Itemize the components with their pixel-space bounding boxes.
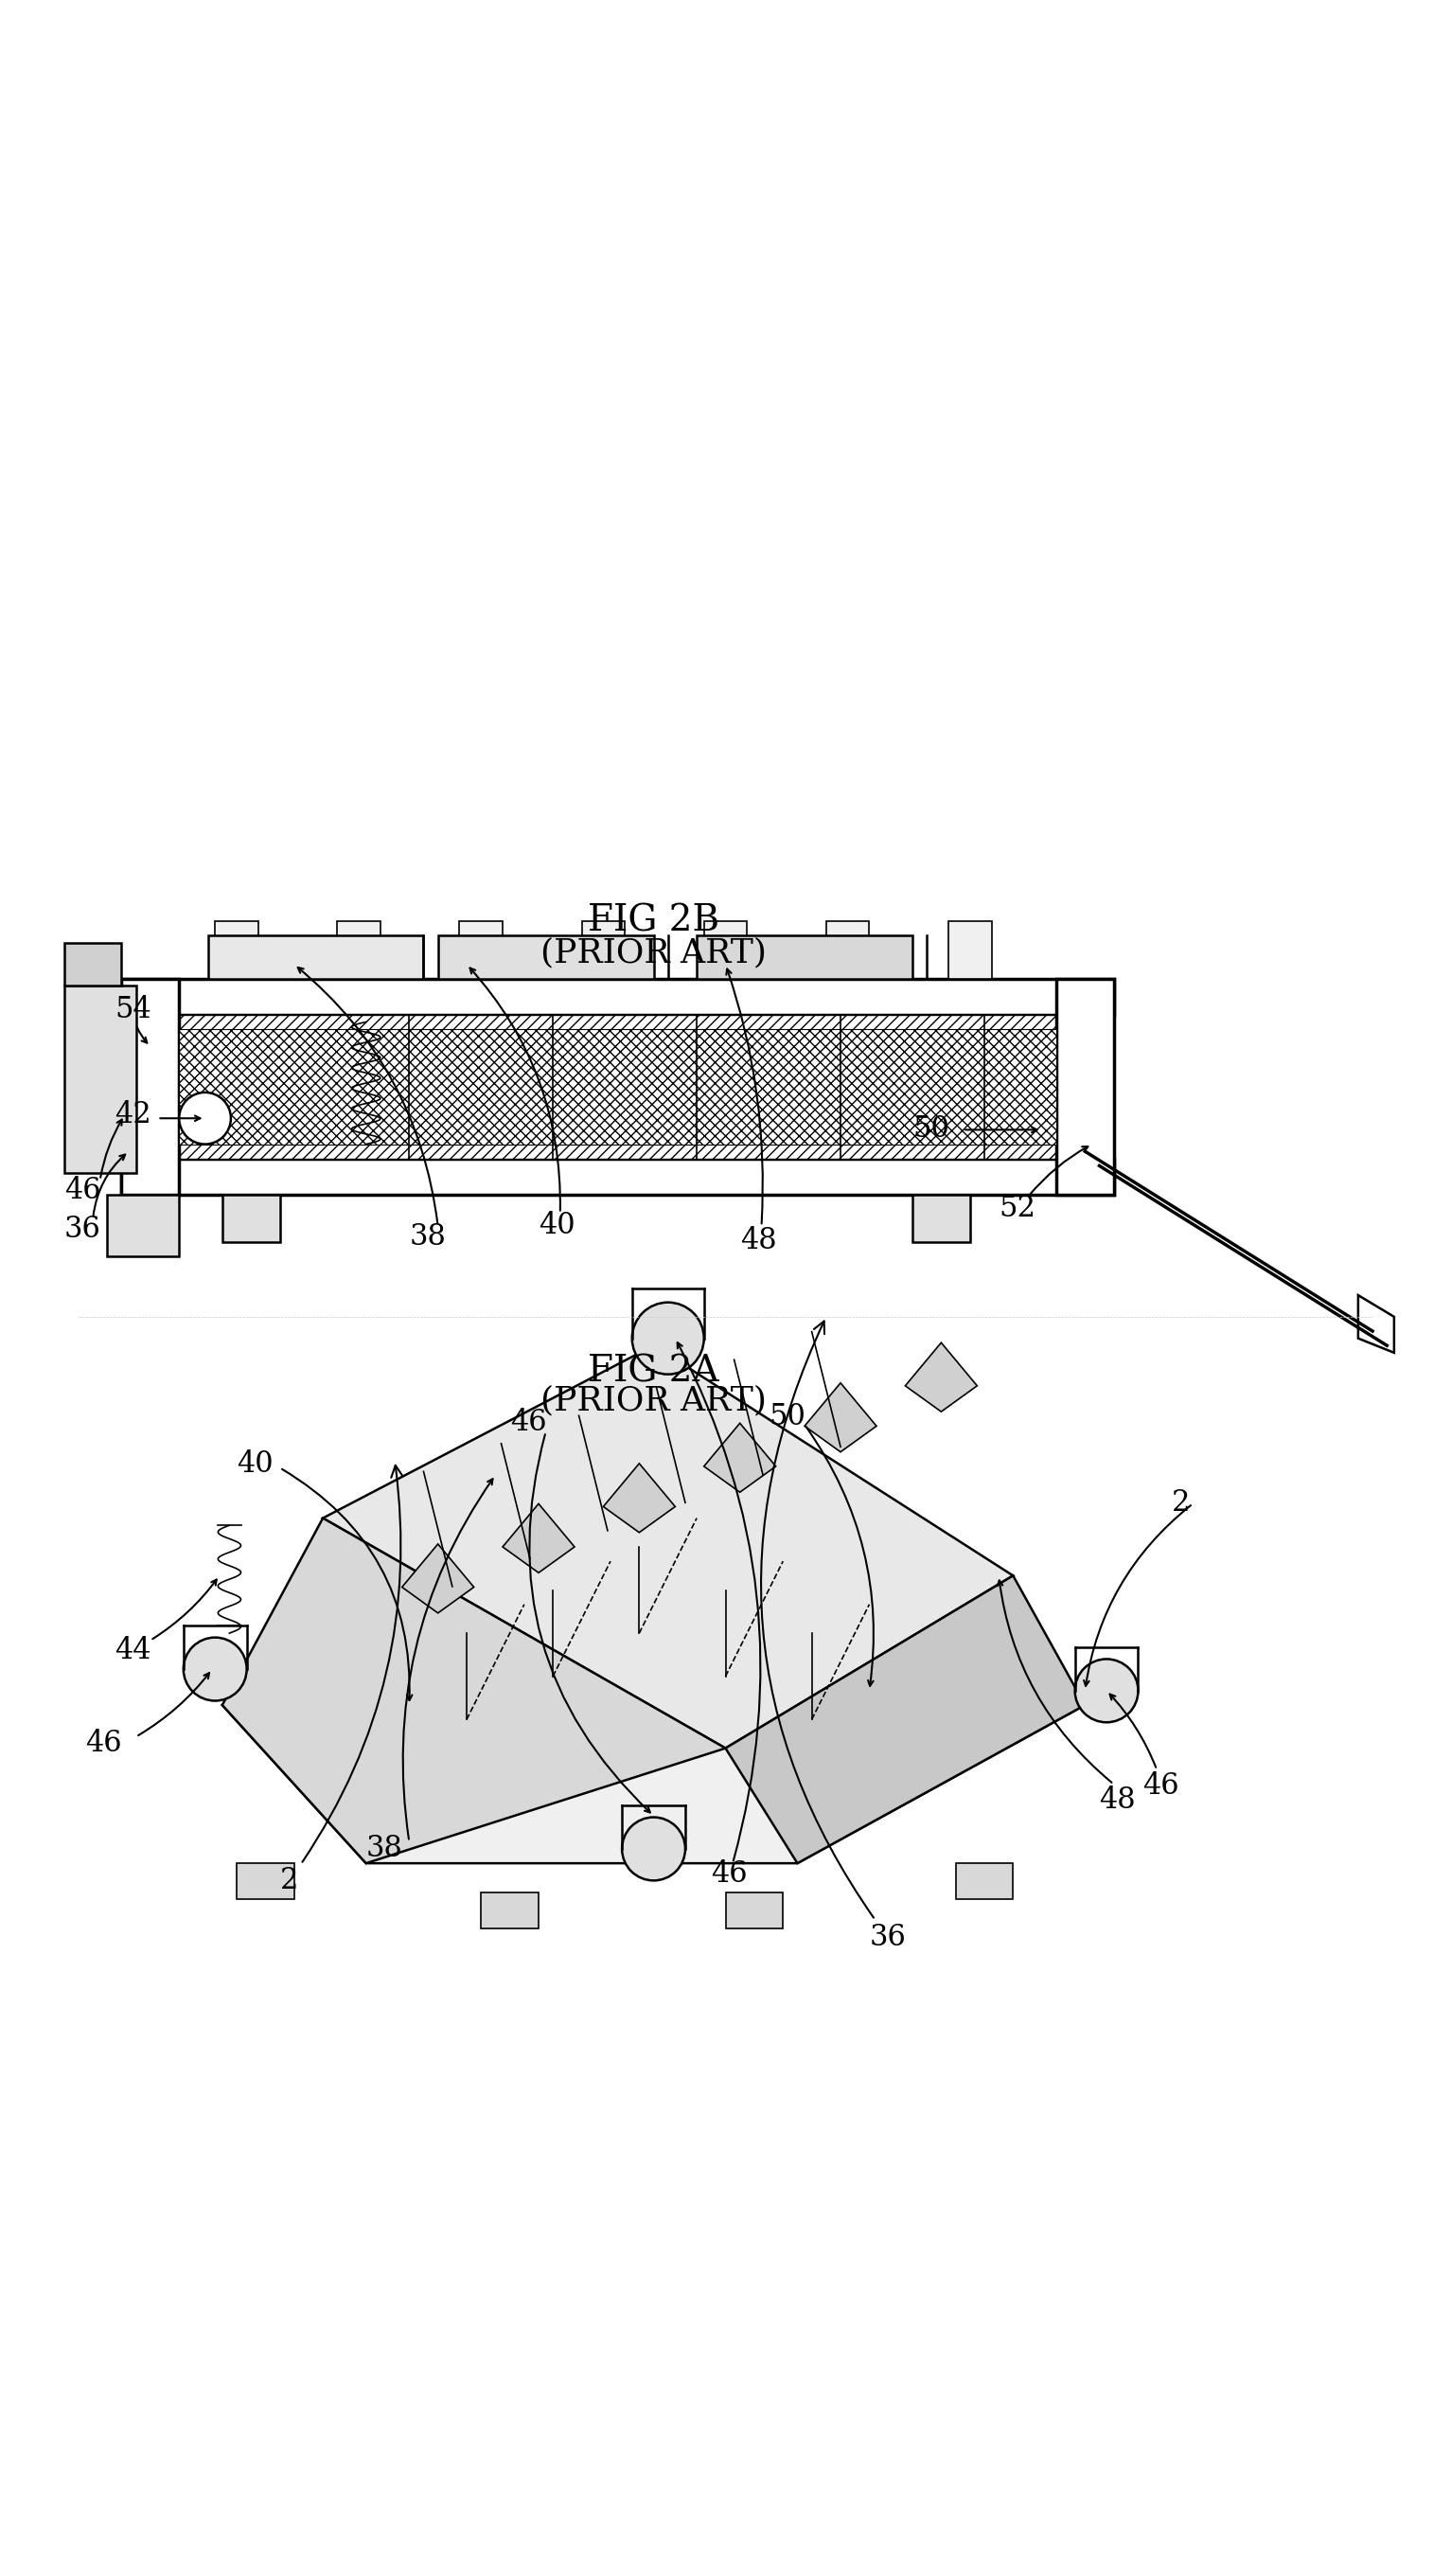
- Polygon shape: [222, 1517, 725, 1862]
- Bar: [337, 922, 380, 979]
- Text: 40: 40: [237, 1450, 273, 1479]
- Bar: [64, 987, 136, 1172]
- Text: FIG 2A: FIG 2A: [588, 1355, 720, 1388]
- Polygon shape: [222, 1432, 1085, 1862]
- Text: (PRIOR ART): (PRIOR ART): [541, 938, 766, 969]
- Bar: [64, 943, 122, 987]
- Polygon shape: [805, 1383, 876, 1453]
- Text: 36: 36: [64, 1216, 102, 1244]
- Text: (PRIOR ART): (PRIOR ART): [541, 1383, 766, 1417]
- Bar: [726, 1891, 784, 1927]
- Bar: [438, 935, 653, 979]
- Bar: [696, 935, 913, 979]
- Bar: [122, 979, 1114, 1015]
- Text: 46: 46: [509, 1406, 547, 1437]
- Polygon shape: [324, 1345, 1013, 1749]
- Polygon shape: [905, 1342, 977, 1412]
- Text: 48: 48: [740, 1226, 776, 1255]
- Bar: [582, 922, 625, 979]
- Text: 48: 48: [1100, 1785, 1136, 1816]
- Text: 44: 44: [115, 1636, 151, 1667]
- Polygon shape: [1358, 1296, 1394, 1352]
- Bar: [215, 922, 258, 979]
- Bar: [207, 935, 424, 979]
- Bar: [237, 1862, 295, 1899]
- Bar: [460, 922, 502, 979]
- Text: 40: 40: [538, 1211, 575, 1239]
- Bar: [122, 1159, 1114, 1195]
- Text: 46: 46: [1142, 1772, 1180, 1801]
- Circle shape: [622, 1816, 685, 1880]
- Circle shape: [1075, 1659, 1138, 1723]
- Bar: [913, 1195, 969, 1242]
- Text: 2: 2: [280, 1466, 403, 1896]
- Circle shape: [178, 1092, 231, 1144]
- Circle shape: [633, 1303, 704, 1373]
- Text: 38: 38: [366, 1834, 403, 1862]
- Bar: [956, 1862, 1013, 1899]
- Polygon shape: [402, 1543, 474, 1613]
- Bar: [482, 1891, 538, 1927]
- Bar: [704, 922, 747, 979]
- Bar: [122, 979, 178, 1195]
- Text: 54: 54: [115, 994, 151, 1025]
- Bar: [1056, 979, 1114, 1195]
- Bar: [949, 922, 991, 979]
- Polygon shape: [604, 1463, 675, 1533]
- Text: 46: 46: [86, 1728, 122, 1757]
- Text: 46: 46: [64, 1177, 100, 1206]
- Bar: [826, 922, 869, 979]
- Bar: [107, 1195, 178, 1257]
- Text: 36: 36: [760, 1321, 905, 1953]
- Polygon shape: [704, 1422, 776, 1492]
- Text: 38: 38: [409, 1221, 445, 1252]
- Circle shape: [183, 1638, 247, 1700]
- Text: 52: 52: [998, 1193, 1036, 1224]
- Text: 2: 2: [1171, 1489, 1190, 1517]
- Text: FIG 2B: FIG 2B: [588, 904, 720, 938]
- Text: 42: 42: [115, 1100, 151, 1128]
- Bar: [222, 1195, 280, 1242]
- Polygon shape: [502, 1504, 575, 1574]
- Text: 50: 50: [769, 1401, 805, 1432]
- Bar: [122, 1015, 1114, 1159]
- Text: 46: 46: [711, 1860, 747, 1888]
- Bar: [178, 1030, 1056, 1144]
- Polygon shape: [726, 1577, 1085, 1862]
- Text: 50: 50: [913, 1115, 949, 1144]
